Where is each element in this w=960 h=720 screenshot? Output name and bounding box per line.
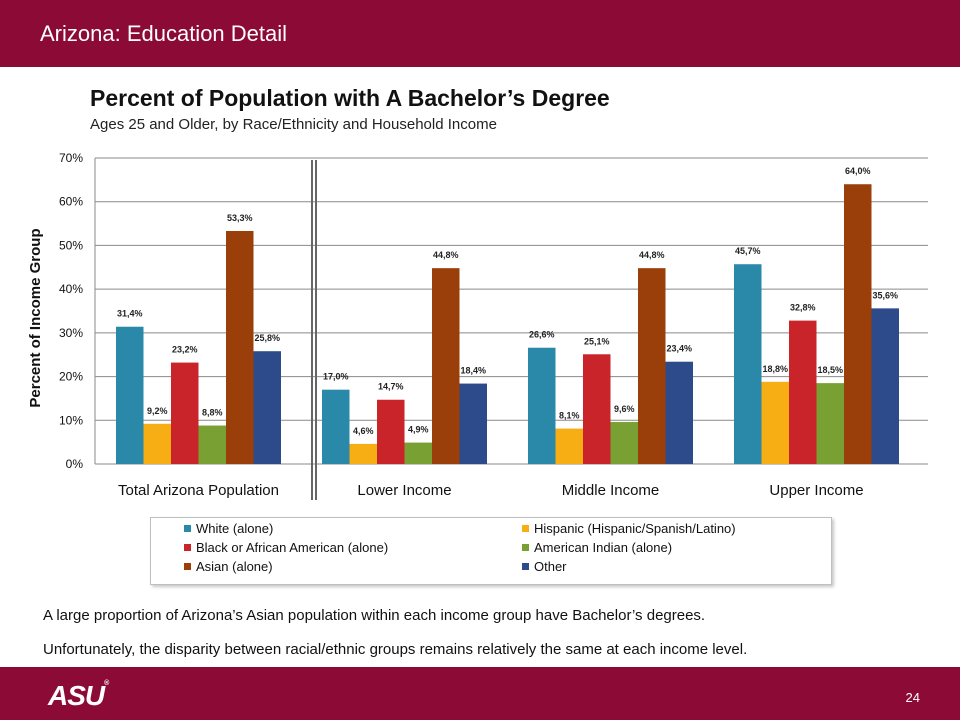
legend-swatch <box>184 525 191 532</box>
chart-subtitle: Ages 25 and Older, by Race/Ethnicity and… <box>90 116 497 133</box>
bar <box>638 268 666 464</box>
data-label: 8,1% <box>559 411 580 421</box>
bar <box>404 442 432 464</box>
bar <box>871 308 899 464</box>
bar <box>253 351 281 464</box>
data-label: 8,8% <box>202 408 223 418</box>
legend-label: Hispanic (Hispanic/Spanish/Latino) <box>534 521 736 536</box>
y-tick-label: 40% <box>59 282 83 296</box>
bar <box>349 443 377 464</box>
data-label: 9,2% <box>147 406 168 416</box>
y-tick-label: 0% <box>66 457 84 471</box>
data-label: 31,4% <box>117 309 143 319</box>
legend-item: Asian (alone) <box>184 559 273 574</box>
bar <box>583 354 611 464</box>
data-label: 23,2% <box>172 345 198 355</box>
legend-swatch <box>522 544 529 551</box>
legend-swatch <box>184 544 191 551</box>
chart-title: Percent of Population with A Bachelor’s … <box>90 85 610 111</box>
logo-registered-mark: ® <box>104 680 109 687</box>
chart-legend: White (alone) Hispanic (Hispanic/Spanish/… <box>150 517 832 585</box>
legend-swatch <box>522 563 529 570</box>
bar <box>761 381 789 464</box>
logo-text: ASU <box>48 680 105 711</box>
x-category-label: Lower Income <box>357 482 451 499</box>
bar <box>432 268 460 464</box>
data-label: 25,8% <box>254 333 280 343</box>
data-label: 17,0% <box>323 372 349 382</box>
legend-item: Hispanic (Hispanic/Spanish/Latino) <box>522 521 736 536</box>
bar <box>844 184 872 464</box>
data-label: 53,3% <box>227 213 253 223</box>
bar <box>734 264 762 464</box>
data-label: 4,9% <box>408 425 429 435</box>
bar <box>377 399 405 464</box>
data-label: 32,8% <box>790 303 816 313</box>
legend-label: Asian (alone) <box>196 559 273 574</box>
data-label: 35,6% <box>872 290 898 300</box>
bar <box>789 320 817 464</box>
data-label: 26,6% <box>529 330 555 340</box>
bar <box>816 383 844 464</box>
bar <box>555 428 583 464</box>
y-tick-label: 10% <box>59 413 83 427</box>
legend-item: White (alone) <box>184 521 273 536</box>
bar <box>143 423 171 464</box>
data-label: 25,1% <box>584 336 610 346</box>
bar <box>116 326 144 464</box>
bar <box>226 231 254 464</box>
legend-label: American Indian (alone) <box>534 540 673 555</box>
data-label: 18,4% <box>460 366 486 376</box>
data-label: 44,8% <box>433 250 459 260</box>
y-tick-label: 60% <box>59 195 83 209</box>
y-tick-label: 20% <box>59 370 83 384</box>
legend-item: Other <box>522 559 567 574</box>
data-label: 9,6% <box>614 404 635 414</box>
legend-item: Black or African American (alone) <box>184 540 388 555</box>
y-axis-title: Percent of Income Group <box>27 228 44 407</box>
data-label: 18,5% <box>817 365 843 375</box>
x-category-label: Total Arizona Population <box>118 482 279 499</box>
data-label: 4,6% <box>353 426 374 436</box>
header-bar <box>0 0 960 67</box>
legend-swatch <box>522 525 529 532</box>
data-label: 45,7% <box>735 246 761 256</box>
data-label: 23,4% <box>666 344 692 354</box>
bar <box>198 425 226 464</box>
bar <box>528 347 556 464</box>
legend-item: American Indian (alone) <box>522 540 672 555</box>
x-category-label: Upper Income <box>769 482 863 499</box>
x-category-label: Middle Income <box>562 482 660 499</box>
legend-swatch <box>184 563 191 570</box>
legend-label: White (alone) <box>196 521 274 536</box>
slide-title: Arizona: Education Detail <box>40 21 288 46</box>
data-label: 64,0% <box>845 166 871 176</box>
bar <box>459 383 487 464</box>
asu-logo: ASU® <box>48 680 109 712</box>
bar <box>610 422 638 464</box>
note-disparity: Unfortunately, the disparity between rac… <box>43 641 748 658</box>
page-number: 24 <box>905 690 920 705</box>
bar-chart: 0% 10% 20% 30% 40% 50% 60% 70% Percent of Income… <box>27 151 928 500</box>
legend-label: Black or African American (alone) <box>196 540 389 555</box>
note-asian-proportion: A large proportion of Arizona’s Asian po… <box>43 607 706 624</box>
bar <box>665 361 693 464</box>
legend-label: Other <box>534 559 567 574</box>
data-label: 44,8% <box>639 250 665 260</box>
y-tick-label: 70% <box>59 151 83 165</box>
bar <box>322 389 350 464</box>
bar <box>171 362 199 464</box>
data-label: 14,7% <box>378 382 404 392</box>
y-tick-label: 50% <box>59 238 83 252</box>
footer-bar <box>0 667 960 720</box>
data-label: 18,8% <box>762 364 788 374</box>
y-tick-label: 30% <box>59 326 83 340</box>
